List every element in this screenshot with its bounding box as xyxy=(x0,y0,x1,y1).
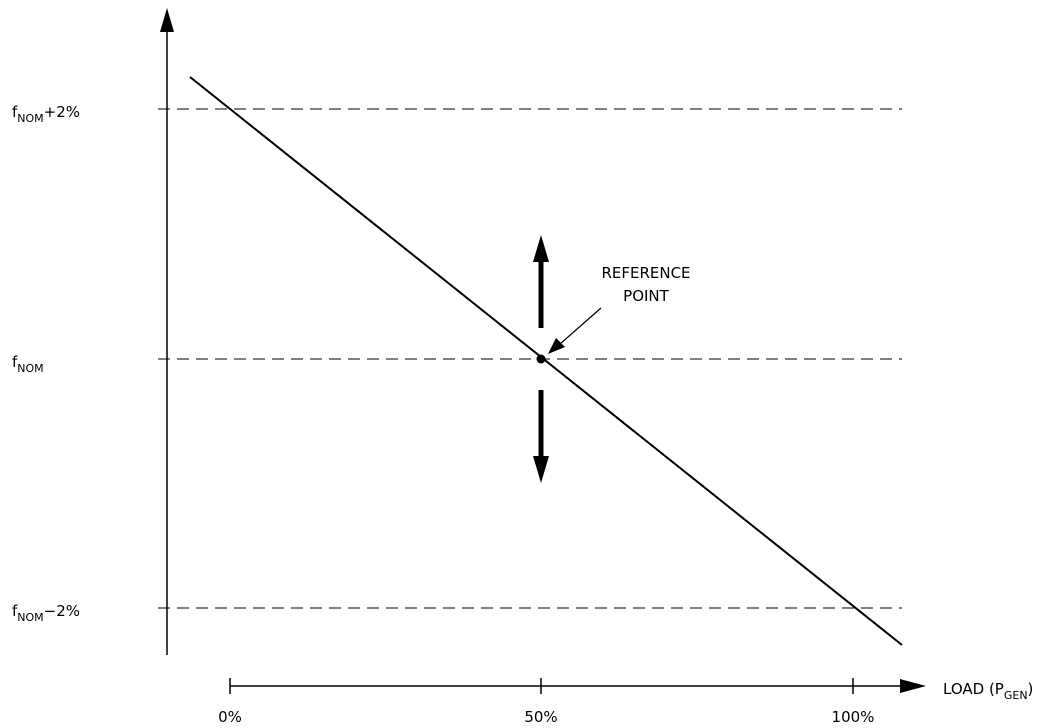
y-label-plus2-base: f xyxy=(12,103,18,121)
svg-text:fNOM+2%: fNOM+2% xyxy=(12,103,80,125)
load-axis-title-prefix: LOAD (P xyxy=(943,680,1004,698)
y-label-plus2: fNOM+2% xyxy=(12,103,80,125)
annotation-line2: POINT xyxy=(623,287,669,305)
y-axis-arrowhead xyxy=(160,8,174,32)
reference-leader-arrowhead xyxy=(548,338,565,354)
load-axis-title: LOAD (PGEN) xyxy=(943,680,1033,702)
y-label-plus2-suffix: +2% xyxy=(44,103,80,121)
y-label-minus2-sub: NOM xyxy=(17,611,43,624)
reference-leader-line xyxy=(559,307,602,345)
up-arrow-head xyxy=(533,235,549,262)
reference-point xyxy=(536,354,546,364)
y-label-minus2: fNOM−2% xyxy=(12,602,80,624)
down-arrow-head xyxy=(533,456,549,483)
tick-label-0: 0% xyxy=(218,708,242,726)
y-label-nominal-sub: NOM xyxy=(17,362,43,375)
y-label-nominal: fNOM xyxy=(12,353,44,375)
load-axis-title-sub: GEN xyxy=(1004,689,1028,702)
load-axis-title-suffix: ) xyxy=(1028,680,1034,698)
tick-label-50: 50% xyxy=(524,708,557,726)
droop-line xyxy=(189,76,903,646)
tick-label-100: 100% xyxy=(832,708,875,726)
svg-text:fNOM: fNOM xyxy=(12,353,44,375)
svg-text:LOAD (PGEN): LOAD (PGEN) xyxy=(943,680,1033,702)
y-label-plus2-sub: NOM xyxy=(17,112,43,125)
y-label-minus2-base: f xyxy=(12,602,18,620)
y-label-minus2-suffix: −2% xyxy=(44,602,80,620)
svg-text:fNOM−2%: fNOM−2% xyxy=(12,602,80,624)
load-axis-arrowhead xyxy=(900,679,926,693)
annotation-line1: REFERENCE xyxy=(601,264,690,282)
y-label-nominal-base: f xyxy=(12,353,18,371)
